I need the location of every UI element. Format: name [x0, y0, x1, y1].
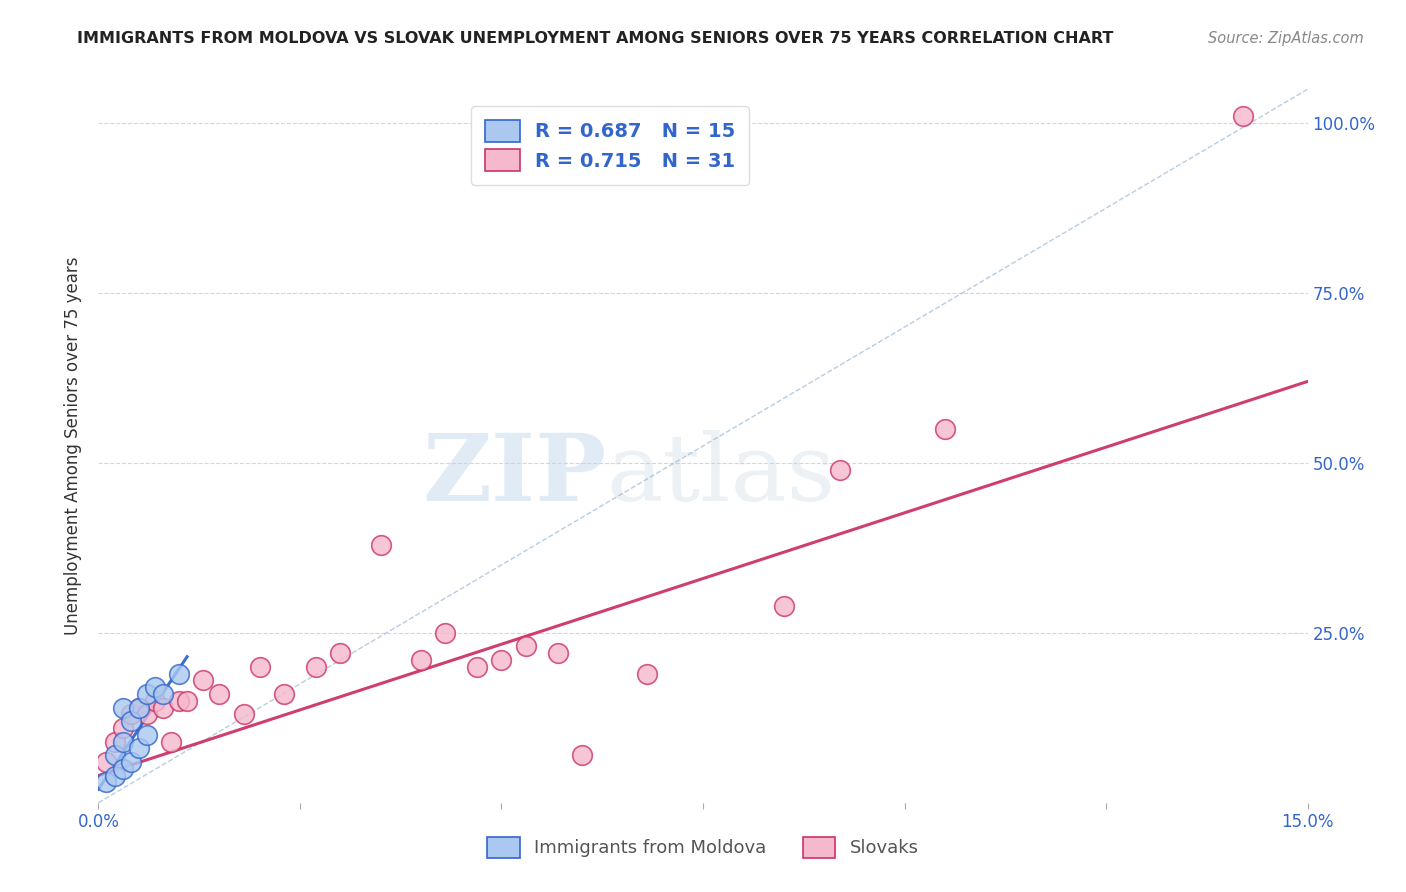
Point	[305, 660, 328, 674]
Point	[465, 660, 488, 674]
Point	[547, 646, 569, 660]
Point	[249, 660, 271, 674]
Point	[176, 694, 198, 708]
Point	[128, 700, 150, 714]
Point	[208, 687, 231, 701]
Point	[232, 707, 254, 722]
Point	[111, 700, 134, 714]
Point	[636, 666, 658, 681]
Point	[120, 755, 142, 769]
Point	[96, 775, 118, 789]
Point	[491, 653, 513, 667]
Point	[120, 714, 142, 729]
Point	[515, 640, 537, 654]
Point	[434, 626, 457, 640]
Text: IMMIGRANTS FROM MOLDOVA VS SLOVAK UNEMPLOYMENT AMONG SENIORS OVER 75 YEARS CORRE: IMMIGRANTS FROM MOLDOVA VS SLOVAK UNEMPL…	[77, 31, 1114, 46]
Legend: Immigrants from Moldova, Slovaks: Immigrants from Moldova, Slovaks	[481, 830, 925, 865]
Point	[103, 734, 125, 748]
Point	[152, 687, 174, 701]
Point	[160, 734, 183, 748]
Point	[128, 741, 150, 756]
Point	[409, 653, 432, 667]
Point	[828, 463, 851, 477]
Point	[96, 755, 118, 769]
Point	[120, 707, 142, 722]
Point	[167, 694, 190, 708]
Point	[103, 769, 125, 783]
Point	[135, 728, 157, 742]
Point	[135, 687, 157, 701]
Point	[143, 680, 166, 694]
Point	[128, 700, 150, 714]
Y-axis label: Unemployment Among Seniors over 75 years: Unemployment Among Seniors over 75 years	[65, 257, 83, 635]
Point	[329, 646, 352, 660]
Text: atlas: atlas	[606, 430, 835, 519]
Text: Source: ZipAtlas.com: Source: ZipAtlas.com	[1208, 31, 1364, 46]
Point	[1232, 109, 1254, 123]
Point	[273, 687, 295, 701]
Point	[152, 700, 174, 714]
Point	[772, 599, 794, 613]
Point	[111, 734, 134, 748]
Point	[111, 721, 134, 735]
Point	[370, 537, 392, 551]
Point	[111, 762, 134, 776]
Point	[143, 694, 166, 708]
Point	[193, 673, 215, 688]
Point	[135, 707, 157, 722]
Point	[934, 422, 956, 436]
Text: ZIP: ZIP	[422, 430, 606, 519]
Point	[167, 666, 190, 681]
Point	[103, 748, 125, 763]
Point	[571, 748, 593, 763]
